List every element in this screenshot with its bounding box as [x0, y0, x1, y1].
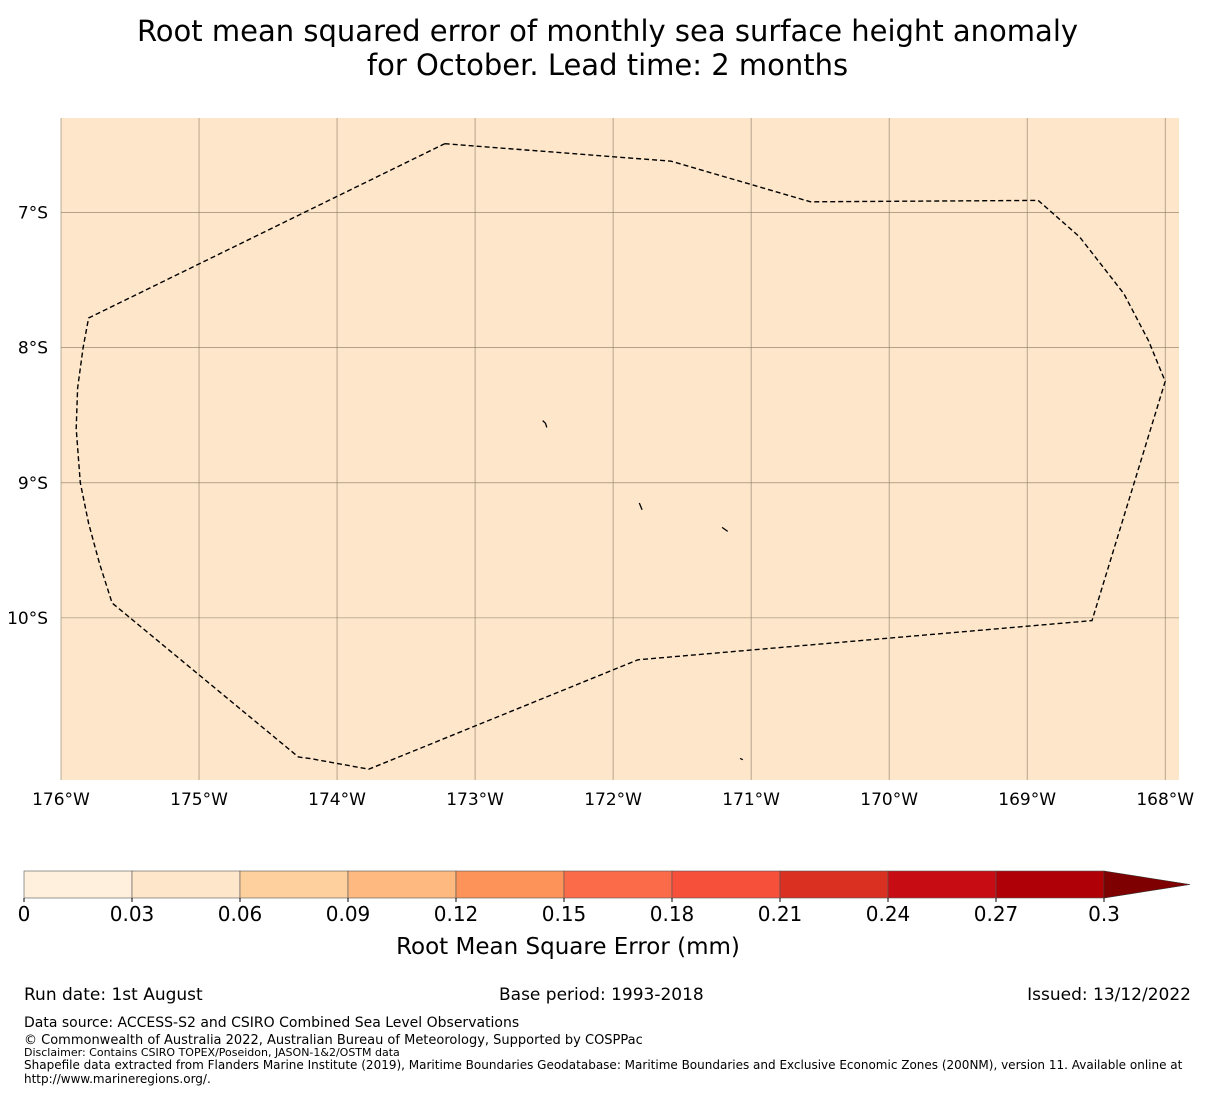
lon-tick-label: 175°W [170, 790, 228, 810]
lon-tick-label: 171°W [722, 790, 780, 810]
colorbar-segment [671, 870, 781, 899]
lon-tick-label: 169°W [998, 790, 1056, 810]
colorbar-tick-label: 0.21 [758, 902, 803, 926]
lon-tick-label: 168°W [1136, 790, 1194, 810]
map-panel: 176°W 175°W 174°W 173°W 172°W 171°W 170°W 169°W… [7, 118, 1194, 810]
chart-title: Root mean squared error of monthly sea s… [0, 14, 1215, 82]
colorbar-segment [239, 870, 349, 899]
run-date: Run date: 1st August [24, 985, 203, 1005]
colorbar-tick-label: 0.12 [434, 902, 479, 926]
disclaimer: Disclaimer: Contains CSIRO TOPEX/Poseido… [24, 1046, 400, 1059]
colorbar-segment [455, 870, 565, 899]
issued-date: Issued: 13/12/2022 [1027, 985, 1191, 1005]
lon-tick-label: 172°W [584, 790, 642, 810]
colorbar-segment [563, 870, 673, 899]
colorbar-extend-arrow [1103, 870, 1191, 899]
island-coastline [739, 757, 744, 761]
colorbar-tick-label: 0.06 [218, 902, 263, 926]
lon-tick-label: 170°W [860, 790, 918, 810]
island-coastline [721, 526, 729, 532]
island-coastline [542, 420, 548, 428]
lon-tick-label: 173°W [446, 790, 504, 810]
colorbar-segment [887, 870, 997, 899]
map-background [61, 118, 1179, 780]
colorbar-segment [347, 870, 457, 899]
lat-tick-label: 10°S [7, 609, 48, 629]
colorbar-segment [23, 870, 133, 899]
lat-tick-label: 8°S [18, 339, 48, 359]
colorbar-tick-label: 0.3 [1088, 902, 1120, 926]
shapefile-credit: Shapefile data extracted from Flanders M… [24, 1058, 1183, 1086]
colorbar-label: Root Mean Square Error (mm) [396, 934, 740, 960]
colorbar-tick-label: 0.27 [974, 902, 1019, 926]
eez-boundary [75, 143, 1166, 770]
chart-title-line2: for October. Lead time: 2 months [366, 48, 849, 82]
colorbar-tick-label: 0.15 [542, 902, 587, 926]
colorbar-tick-label: 0.18 [650, 902, 695, 926]
lon-tick-label: 174°W [308, 790, 366, 810]
colorbar-tick-label: 0.09 [326, 902, 371, 926]
chart-title-line1: Root mean squared error of monthly sea s… [136, 14, 1079, 48]
colorbar-tick-label: 0.03 [110, 902, 155, 926]
base-period: Base period: 1993-2018 [499, 985, 704, 1005]
colorbar-segment [779, 870, 889, 899]
copyright: © Commonwealth of Australia 2022, Austra… [24, 1033, 643, 1048]
lon-tick-label: 176°W [32, 790, 90, 810]
colorbar: 0 0.03 0.06 0.09 0.12 0.15 0.18 0.21 0.24 0.27 0.3… [18, 870, 1191, 960]
colorbar-tick-label: 0 [18, 902, 31, 926]
colorbar-tick-label: 0.24 [866, 902, 911, 926]
data-source: Data source: ACCESS-S2 and CSIRO Combine… [24, 1015, 520, 1031]
island-coastline [638, 502, 643, 511]
lat-tick-label: 7°S [18, 204, 48, 224]
colorbar-segment [131, 870, 241, 899]
lat-tick-label: 9°S [18, 474, 48, 494]
colorbar-segment [995, 870, 1105, 899]
